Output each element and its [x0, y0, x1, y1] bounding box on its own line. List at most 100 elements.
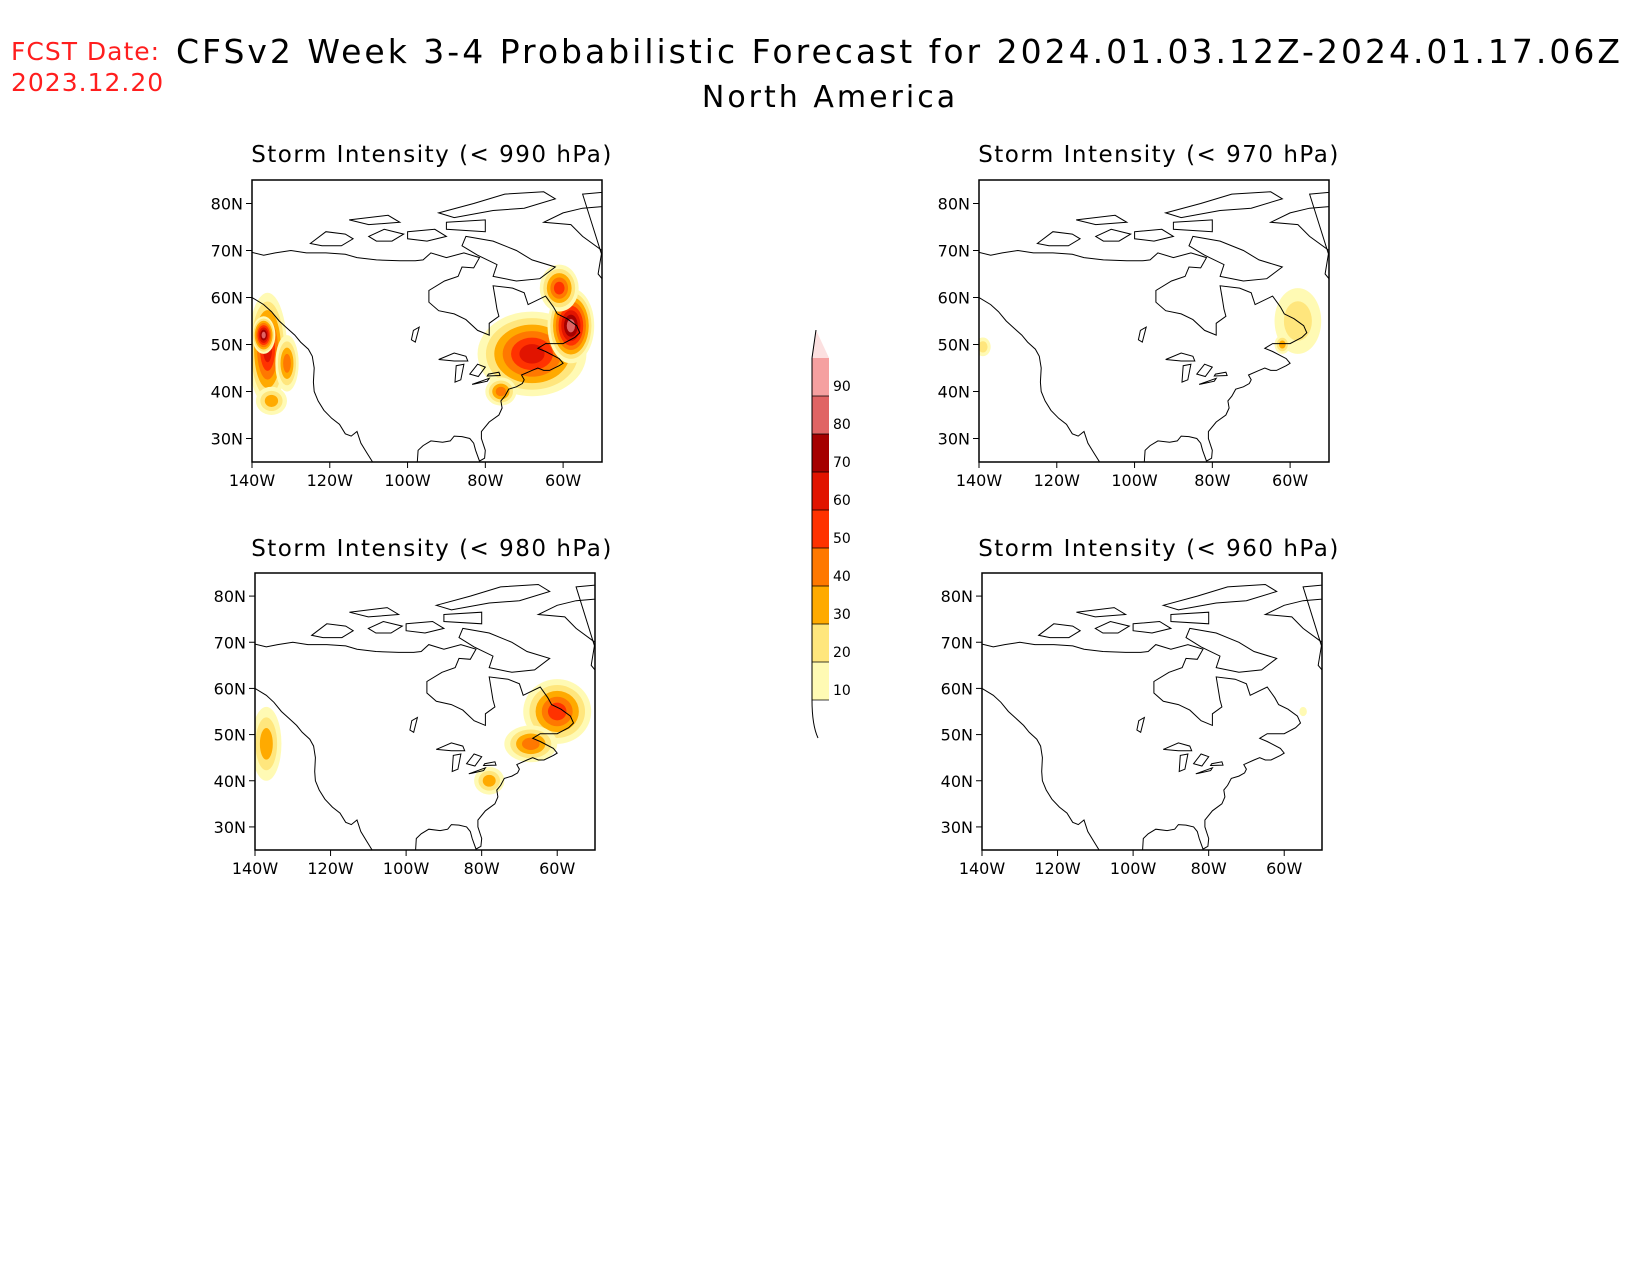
island-outline — [1263, 584, 1322, 671]
lon-tick-label: 100W — [383, 859, 430, 878]
lon-tick-label: 100W — [384, 471, 431, 490]
lat-tick-label: 30N — [214, 818, 246, 837]
lat-tick-label: 30N — [941, 818, 973, 837]
lake-outline — [454, 363, 465, 383]
map-content — [982, 583, 1322, 850]
page-subtitle: North America — [701, 80, 959, 115]
lake-outline — [1195, 363, 1214, 378]
lake-outline — [465, 753, 483, 767]
colorbar-label: 50 — [833, 531, 851, 547]
lat-tick-label: 40N — [941, 772, 973, 791]
lat-tick-label: 70N — [938, 242, 970, 261]
coastline — [982, 641, 1302, 850]
island-outline — [1268, 191, 1329, 280]
colorbar-segment — [812, 624, 829, 662]
colorbar-label: 40 — [833, 569, 851, 585]
island-outline — [407, 228, 448, 242]
lake-outline — [471, 377, 491, 385]
lake-outline — [1192, 753, 1210, 767]
lat-tick-label: 50N — [214, 726, 246, 745]
probability-blob — [495, 386, 507, 397]
island-outline — [1076, 214, 1129, 226]
lon-tick-label: 140W — [229, 471, 276, 490]
island-outline — [1036, 231, 1082, 247]
lon-tick-label: 120W — [1034, 859, 1081, 878]
colorbar-label: 20 — [833, 645, 851, 661]
lon-tick-label: 80W — [1191, 859, 1227, 878]
lake-outline — [1136, 716, 1146, 734]
lake-outline — [486, 371, 501, 377]
island-outline — [309, 231, 355, 247]
panel-title-980: Storm Intensity (< 980 hPa) — [251, 536, 613, 562]
probability-blob — [1299, 706, 1307, 717]
lat-tick-label: 80N — [214, 587, 246, 606]
probability-blob — [547, 702, 567, 721]
probability-blob — [979, 341, 988, 353]
island-outline — [1188, 235, 1284, 282]
island-outline — [1132, 620, 1173, 634]
map-panel-960: 80N 70N 60N 50N 40N 30N 140W 120W 100W 80W 60W — [941, 572, 1323, 878]
coastline — [255, 641, 575, 850]
lon-tick-label: 80W — [467, 471, 503, 490]
island-outline — [541, 191, 602, 280]
probability-blob — [259, 727, 273, 760]
island-outline — [1163, 191, 1284, 219]
island-outline — [1170, 611, 1210, 625]
map-panel-980: 80N 70N 60N 50N 40N 30N 140W 120W 100W 80W 60W — [214, 572, 596, 878]
lake-outline — [1165, 352, 1196, 362]
forecast-date-label: FCST Date: — [11, 37, 161, 66]
island-outline — [367, 620, 404, 634]
probability-blob — [553, 281, 565, 295]
lat-tick-label: 60N — [938, 289, 970, 308]
forecast-date-value: 2023.12.20 — [11, 68, 165, 97]
island-outline — [405, 620, 446, 634]
colorbar-segment — [812, 662, 829, 700]
lake-outline — [1181, 363, 1192, 383]
probability-blob — [521, 737, 540, 750]
colorbar-segment — [812, 548, 829, 586]
map-panel-990: 80N 70N 60N 50N 40N 30N 140W 120W 100W 80W 60W — [211, 179, 603, 490]
island-outline — [1172, 219, 1213, 233]
lat-tick-label: 50N — [941, 726, 973, 745]
lon-tick-label: 60W — [539, 859, 575, 878]
lon-tick-label: 120W — [307, 859, 354, 878]
panel-title-960: Storm Intensity (< 960 hPa) — [978, 536, 1340, 562]
lat-tick-label: 30N — [211, 430, 243, 449]
island-outline — [310, 623, 355, 639]
colorbar-label: 80 — [833, 417, 851, 433]
coastline — [252, 249, 581, 462]
lake-outline — [1209, 761, 1224, 767]
lon-tick-label: 140W — [959, 859, 1006, 878]
colorbar-segment — [812, 396, 829, 434]
island-outline — [461, 235, 557, 282]
lake-outline — [436, 742, 466, 752]
colorbar-segment — [812, 358, 829, 396]
lon-tick-label: 80W — [1194, 471, 1230, 490]
lat-tick-label: 60N — [211, 289, 243, 308]
island-outline — [434, 583, 551, 611]
lon-tick-label: 120W — [1034, 471, 1081, 490]
island-outline — [1094, 620, 1131, 634]
lake-outline — [410, 326, 420, 343]
probability-blob — [264, 394, 279, 407]
map-frame — [978, 179, 1330, 463]
lon-tick-label: 100W — [1111, 471, 1158, 490]
lat-tick-label: 70N — [211, 242, 243, 261]
island-outline — [1076, 607, 1128, 618]
island-outline — [445, 219, 486, 233]
lat-tick-label: 40N — [214, 772, 246, 791]
map-frame — [251, 179, 603, 463]
lake-outline — [468, 766, 487, 775]
island-outline — [1185, 627, 1278, 673]
island-outline — [436, 191, 557, 219]
island-outline — [1134, 228, 1175, 242]
lat-tick-label: 60N — [214, 679, 246, 698]
colorbar-segment — [812, 586, 829, 624]
lat-tick-label: 70N — [941, 633, 973, 652]
panel-title-990: Storm Intensity (< 990 hPa) — [251, 142, 613, 168]
map-frame — [254, 572, 596, 851]
colorbar-bottom-arrow — [811, 699, 819, 739]
island-outline — [367, 228, 405, 242]
map-content — [252, 191, 602, 462]
probability-blob — [1279, 340, 1286, 349]
